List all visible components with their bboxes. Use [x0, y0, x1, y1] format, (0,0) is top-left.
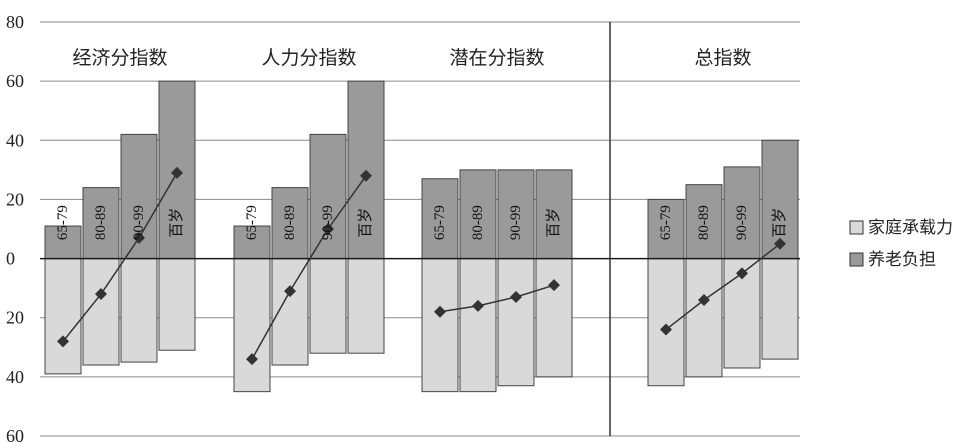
bar-burden-1-1 [271, 187, 309, 260]
legend-label-0: 家庭承载力 [868, 218, 953, 238]
y-tick-label-1: 60 [6, 71, 24, 91]
category-label-1-2: 90-99 [320, 205, 336, 240]
bar-burden-3-2 [723, 166, 761, 260]
labels: 80 60 40 20 0 20 40 60 65-79 80-89 90-99 百岁 经济分指数 65-… [6, 12, 788, 442]
y-tick-label-7: 60 [6, 426, 24, 442]
bar-burden-0-1 [82, 187, 120, 260]
category-label-0-1: 80-89 [93, 205, 109, 240]
bar-burden-3-1 [685, 184, 723, 260]
panel-title-2: 潜在分指数 [449, 47, 544, 69]
category-label-1-3: 百岁 [357, 208, 374, 238]
trend-point-2-3 [548, 279, 560, 292]
trend-point-3-3 [774, 237, 786, 250]
trend-point-1-1 [284, 285, 296, 298]
trend-point-0-1 [95, 288, 107, 301]
trend-point-3-1 [698, 293, 710, 306]
trend-line-3 [665, 243, 781, 331]
bar-burden-3-0 [647, 198, 685, 260]
trend-point-0-3 [171, 166, 183, 179]
legend-label-1: 养老负担 [868, 250, 936, 270]
bar-capacity-0-2 [120, 258, 158, 363]
bar-capacity-3-0 [647, 258, 685, 387]
axis [40, 22, 800, 436]
bar-burden-1-2 [309, 133, 347, 260]
category-label-3-1: 80-89 [696, 205, 712, 240]
bar-burden-2-0 [421, 178, 459, 260]
trend-line-0 [62, 172, 178, 342]
bar-capacity-2-2 [497, 258, 535, 387]
category-label-0-0: 65-79 [55, 205, 71, 240]
y-tick-label-3: 20 [6, 189, 24, 209]
bar-burden-2-2 [497, 169, 535, 260]
bar-capacity-1-1 [271, 258, 309, 366]
bar-burden-2-1 [459, 169, 497, 260]
bar-capacity-1-0 [233, 258, 271, 393]
bars [44, 80, 799, 393]
bar-capacity-2-3 [535, 258, 573, 378]
category-label-2-3: 百岁 [545, 208, 562, 238]
bar-capacity-3-3 [761, 258, 799, 360]
panel-title-1: 人力分指数 [261, 47, 356, 69]
y-tick-label-2: 40 [6, 130, 24, 150]
trend-point-0-0 [57, 335, 69, 348]
y-tick-label-5: 20 [6, 308, 24, 328]
category-label-3-3: 百岁 [771, 208, 788, 238]
bar-capacity-0-3 [158, 258, 196, 351]
trend-point-2-0 [434, 305, 446, 318]
bar-capacity-2-1 [459, 258, 497, 393]
y-tick-label-6: 40 [6, 367, 24, 387]
trend-point-1-2 [322, 223, 334, 235]
category-label-2-1: 80-89 [470, 205, 486, 240]
legend-swatch-1 [849, 252, 864, 267]
y-tick-label-0: 80 [6, 12, 24, 32]
trend-point-2-1 [472, 299, 484, 312]
trend-point-1-3 [360, 169, 372, 182]
category-label-0-3: 百岁 [168, 208, 185, 238]
trend-line-1 [251, 175, 367, 360]
trend-point-3-2 [736, 267, 748, 280]
category-label-3-0: 65-79 [658, 205, 674, 240]
bar-capacity-1-2 [309, 258, 347, 354]
trend-point-3-0 [660, 323, 672, 336]
legend-swatch-0 [849, 220, 864, 235]
panel-title-3: 总指数 [694, 47, 751, 69]
category-label-2-0: 65-79 [432, 205, 448, 240]
category-label-1-1: 80-89 [282, 205, 298, 240]
bar-burden-1-0 [233, 225, 271, 260]
trend-line-2 [439, 284, 555, 313]
trend-point-0-2 [133, 231, 145, 244]
bar-capacity-3-1 [685, 258, 723, 378]
panel-title-0: 经济分指数 [72, 47, 167, 69]
trend-point-1-0 [246, 353, 258, 366]
trend-point-2-2 [510, 291, 522, 304]
category-label-2-2: 90-99 [508, 205, 524, 240]
category-label-0-2: 90-99 [131, 205, 147, 240]
bar-capacity-1-3 [347, 258, 385, 354]
category-label-1-0: 65-79 [244, 205, 260, 240]
y-tick-label-4: 0 [6, 249, 15, 269]
category-label-3-2: 90-99 [734, 205, 750, 240]
bar-capacity-0-0 [44, 258, 82, 375]
bar-capacity-2-0 [421, 258, 459, 393]
trend-lines [57, 166, 786, 366]
bar-burden-2-3 [535, 169, 573, 260]
